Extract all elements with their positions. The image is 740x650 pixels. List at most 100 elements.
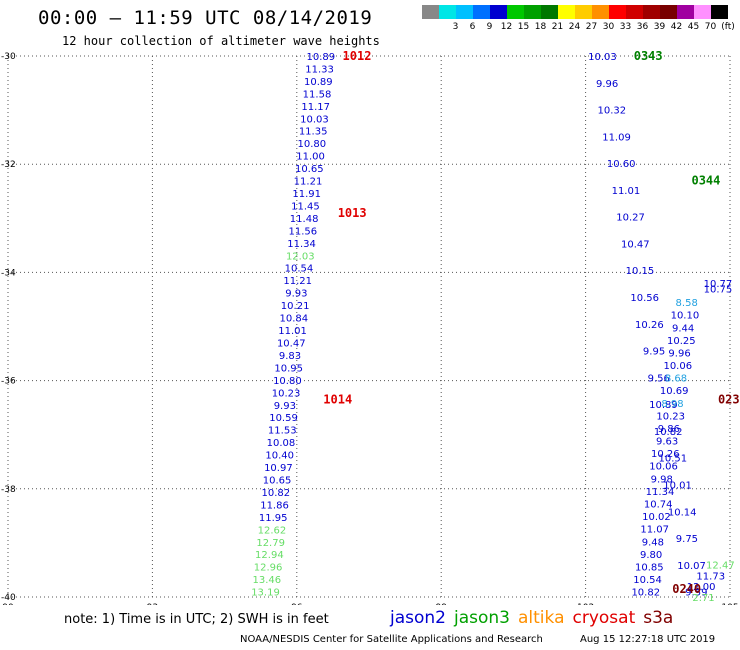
scale-swatch: [541, 5, 558, 19]
scale-label: 9: [486, 22, 493, 32]
wave-height-map: 90939699102105-30-32-34-36-38-4010.8911.…: [1, 49, 740, 605]
swh-value: 9.93: [274, 401, 296, 412]
swh-value: 11.35: [299, 127, 328, 138]
scale-label: 18: [534, 22, 547, 32]
swh-value: 12.94: [255, 550, 284, 561]
swh-value: 10.47: [277, 338, 306, 349]
time-marker: 0343: [634, 49, 663, 63]
swh-value: 12.96: [254, 563, 283, 574]
swh-value: 13.19: [251, 588, 280, 599]
lon-tick-label: 90: [2, 603, 14, 605]
lat-tick-label: -36: [1, 377, 16, 387]
swh-value: 10.89: [304, 77, 333, 88]
swh-value: 10.26: [635, 320, 664, 331]
time-marker: 1013: [338, 206, 367, 220]
lon-tick-label: 102: [577, 603, 594, 605]
swh-value: 10.03: [300, 114, 329, 125]
time-marker: 0344: [691, 173, 720, 187]
swh-value: 10.82: [654, 427, 683, 438]
lat-tick-label: -40: [1, 593, 16, 603]
swh-value: 9.96: [668, 348, 690, 359]
swh-value: 10.06: [663, 361, 692, 372]
lon-tick-label: 96: [291, 603, 303, 605]
scale-label: 36: [636, 22, 649, 32]
swh-value: 10.82: [631, 588, 660, 599]
swh-value: 10.56: [630, 293, 659, 304]
swh-value: 10.10: [671, 311, 700, 322]
swh-value: 10.01: [663, 480, 692, 491]
swh-value: 12.47: [706, 561, 735, 572]
swh-value: 10.59: [269, 413, 298, 424]
scale-swatch: [490, 5, 507, 19]
lon-tick-label: 105: [721, 603, 738, 605]
lat-tick-label: -34: [1, 268, 16, 278]
time-marker: 1012: [343, 49, 372, 63]
swh-value: 2.71: [692, 593, 714, 604]
legend-item-cryosat: cryosat: [572, 608, 636, 628]
scale-label: 24: [568, 22, 581, 32]
swh-value: 11.00: [296, 152, 325, 163]
swh-value: 10.07: [677, 561, 706, 572]
lon-tick-label: 99: [435, 603, 447, 605]
scale-swatch: [592, 5, 609, 19]
swh-value: 9.83: [279, 351, 301, 362]
swh-value: 10.54: [285, 264, 314, 275]
time-marker: 1014: [323, 393, 352, 407]
scale-label: 27: [585, 22, 598, 32]
swh-value: 11.91: [292, 189, 321, 200]
swh-value: 8.98: [661, 399, 683, 410]
swh-value: 10.65: [263, 475, 292, 486]
swh-value: 10.21: [281, 301, 310, 312]
scale-label: 3: [452, 22, 459, 32]
swh-value: 11.86: [260, 500, 289, 511]
scale-swatch: [473, 5, 490, 19]
map-title: 00:00 – 11:59 UTC 08/14/2019: [38, 7, 373, 29]
legend-item-altika: altika: [518, 608, 565, 628]
scale-swatch: [660, 5, 677, 19]
swh-value: 9.95: [643, 347, 665, 358]
swh-value: 11.17: [301, 102, 330, 113]
scale-unit: (ft): [721, 22, 735, 32]
swh-value: 11.01: [612, 186, 641, 197]
swh-value: 10.80: [273, 376, 302, 387]
swh-value: 10.03: [588, 52, 617, 63]
swh-value: 10.89: [649, 400, 678, 411]
swh-value: 10.26: [651, 449, 680, 460]
swh-value: 10.14: [668, 507, 697, 518]
scale-label: 42: [670, 22, 683, 32]
swh-value: 13.46: [252, 575, 281, 586]
scale-label: 45: [687, 22, 700, 32]
scale-swatch: [694, 5, 711, 19]
swh-value: 10.06: [649, 462, 678, 473]
scale-swatch: [643, 5, 660, 19]
scale-swatch: [626, 5, 643, 19]
swh-value: 11.58: [303, 89, 332, 100]
swh-value: 11.73: [696, 571, 725, 582]
swh-value: 10.02: [642, 512, 671, 523]
scale-label: 39: [653, 22, 666, 32]
time-marker: 023: [718, 393, 740, 407]
swh-value: 10.15: [626, 266, 655, 277]
swh-value: 10.85: [635, 562, 664, 573]
swh-value: 10.60: [607, 159, 636, 170]
swh-value: 10.77: [704, 279, 733, 290]
swh-value: 12.79: [256, 538, 285, 549]
swh-value: 10.08: [267, 438, 296, 449]
swh-value: 10.54: [633, 575, 662, 586]
scale-label: 21: [551, 22, 564, 32]
swh-value: 11.21: [283, 276, 312, 287]
swh-value: 11.56: [289, 226, 318, 237]
swh-value: 10.89: [307, 52, 336, 63]
swh-value: 10.80: [298, 139, 327, 150]
swh-value: 9.86: [658, 424, 680, 435]
swh-value: 11.21: [294, 177, 323, 188]
swh-value: 10.97: [264, 463, 293, 474]
swh-value: 10.74: [644, 500, 673, 511]
swh-value: 11.33: [305, 64, 334, 75]
scale-swatch: [677, 5, 694, 19]
scale-swatch: [711, 5, 728, 19]
scale-label: 33: [619, 22, 632, 32]
swh-value: 10.75: [704, 285, 733, 296]
swh-value: 9.63: [656, 437, 678, 448]
swh-value: 9.59: [685, 588, 707, 599]
